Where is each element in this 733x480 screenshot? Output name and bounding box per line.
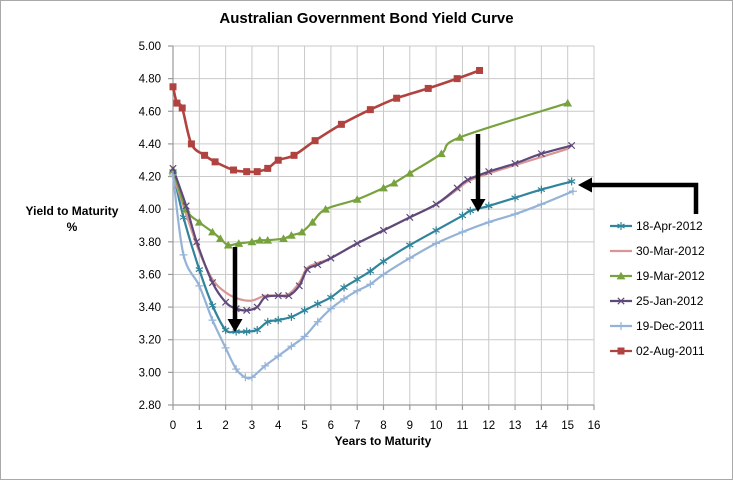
series-02-aug-2011 — [169, 66, 484, 176]
y-tick-label: 4.60 — [139, 106, 161, 118]
chart-title: Australian Government Bond Yield Curve — [219, 10, 514, 27]
legend: 18-Apr-2012 30-Mar-2012 19-Mar-2012 25-Jan-… — [609, 213, 731, 363]
square-marker-icon — [610, 347, 632, 354]
y-tick-label: 3.80 — [139, 237, 161, 249]
legend-label: 19-Dec-2011 — [636, 318, 705, 333]
down-arrow-right — [470, 134, 486, 212]
y-tick-label: 3.20 — [139, 335, 161, 347]
legend-item-19-mar-2012: 19-Mar-2012 — [609, 263, 731, 288]
x-tick-label: 4 — [275, 420, 282, 432]
y-tick-label: 4.20 — [139, 172, 161, 184]
y-axis-title-line2: % — [66, 220, 78, 234]
legend-label: 30-Mar-2012 — [636, 243, 705, 258]
legend-item-30-mar-2012: 30-Mar-2012 — [609, 238, 731, 263]
legend-item-25-jan-2012: 25-Jan-2012 — [609, 288, 731, 313]
y-tick-label: 3.00 — [139, 367, 161, 379]
x-tick-label: 5 — [301, 420, 307, 432]
legend-label: 02-Aug-2011 — [636, 343, 705, 358]
legend-item-02-aug-2011: 02-Aug-2011 — [609, 338, 731, 363]
x-tick-label: 14 — [535, 420, 548, 432]
x-tick-label: 1 — [196, 420, 202, 432]
x-tick-label: 7 — [354, 420, 360, 432]
x-axis-title: Years to Maturity — [334, 434, 432, 448]
series-18-apr-2012 — [169, 167, 576, 336]
y-axis-title-line1: Yield to Maturity — [25, 204, 119, 218]
y-tick-label: 5.00 — [139, 41, 161, 53]
x-tick-label: 3 — [249, 420, 255, 432]
y-tick-label: 4.80 — [139, 74, 161, 86]
y-tick-label: 3.40 — [139, 302, 161, 314]
y-tick-label: 3.60 — [139, 269, 161, 281]
x-tick-label: 11 — [456, 420, 468, 432]
x-tick-label: 10 — [430, 420, 443, 432]
x-tick-label: 15 — [561, 420, 574, 432]
x-tick-label: 12 — [482, 420, 495, 432]
x-tick-label: 2 — [222, 420, 228, 432]
legend-label: 18-Apr-2012 — [636, 218, 703, 233]
x-tick-label: 8 — [380, 420, 386, 432]
x-tick-label: 0 — [170, 420, 176, 432]
y-axis-title: Yield to Maturity % — [13, 203, 131, 235]
triangle-marker-icon — [610, 271, 632, 279]
series-25-jan-2012 — [169, 141, 576, 314]
pointer-arrow — [578, 177, 699, 214]
x-tick-label: 6 — [328, 420, 334, 432]
legend-item-19-dec-2011: 19-Dec-2011 — [609, 313, 731, 338]
y-tick-label: 2.80 — [139, 400, 161, 412]
series-19-dec-2011 — [169, 170, 577, 382]
plus-marker-icon — [610, 321, 632, 330]
none-marker-icon — [610, 249, 632, 252]
series-19-mar-2012 — [168, 98, 573, 249]
x-marker-icon — [610, 296, 632, 305]
legend-label: 25-Jan-2012 — [636, 293, 704, 308]
asterisk-marker-icon — [610, 221, 632, 230]
x-tick-label: 13 — [509, 420, 522, 432]
legend-label: 19-Mar-2012 — [636, 268, 705, 283]
legend-item-18-apr-2012: 18-Apr-2012 — [609, 213, 731, 238]
x-tick-label: 16 — [588, 420, 601, 432]
down-arrow-left — [227, 247, 243, 332]
x-tick-label: 9 — [407, 420, 413, 432]
y-tick-label: 4.00 — [139, 204, 161, 216]
y-tick-label: 4.40 — [139, 139, 161, 151]
